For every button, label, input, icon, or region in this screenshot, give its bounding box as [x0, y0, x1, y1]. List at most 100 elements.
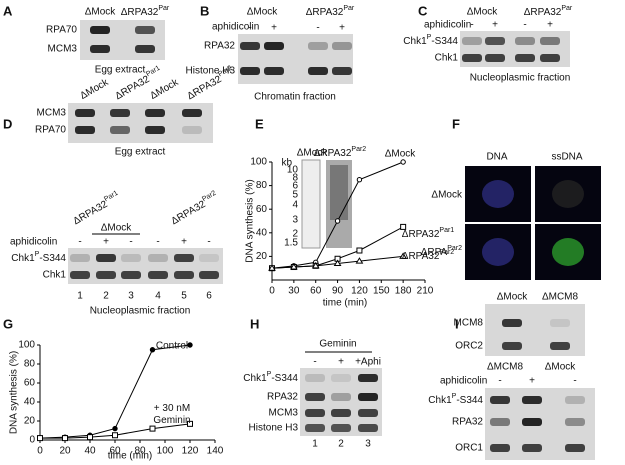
label-part: P	[267, 371, 272, 378]
label-part: P	[452, 393, 457, 400]
row-label: Chk1	[43, 270, 67, 281]
row-label: ΔMock	[431, 190, 463, 201]
band	[490, 396, 510, 404]
row-label: RPA70	[46, 25, 77, 36]
series-label: Control	[156, 341, 188, 352]
band	[331, 424, 351, 432]
band	[145, 109, 165, 117]
band	[502, 319, 522, 327]
marker	[289, 263, 298, 270]
band	[305, 409, 325, 417]
lane-number: 2	[338, 439, 344, 450]
panel-letter: D	[3, 116, 12, 131]
marker	[334, 218, 341, 224]
band	[358, 393, 378, 401]
column-label: ΔMock	[148, 77, 181, 102]
band	[515, 37, 535, 45]
band	[135, 45, 155, 53]
row-label: Chk1P-S344	[11, 251, 66, 264]
lane-number: 1	[77, 291, 83, 302]
series-label: + 30 nM Geminin	[153, 403, 190, 426]
sign: -	[573, 376, 576, 387]
x-tick-label: 180	[395, 286, 412, 297]
band	[264, 67, 284, 75]
band	[70, 254, 90, 262]
row-label: RPA32	[452, 417, 483, 428]
gel-marker: 10	[287, 165, 299, 176]
y-tick-label: 20	[24, 416, 36, 427]
band	[264, 42, 284, 50]
y-tick-label: 0	[29, 435, 35, 446]
y-tick-label: 60	[24, 378, 36, 389]
y-tick-label: 40	[256, 227, 268, 238]
gel-smear	[330, 165, 348, 220]
label-part: ΔRPA32	[169, 198, 207, 227]
sign: -	[523, 20, 526, 31]
label-part: ΔRPA32	[314, 148, 352, 159]
band	[540, 54, 560, 62]
treatment-label: aphidicolin	[212, 22, 259, 33]
band	[462, 54, 482, 62]
gel-marker: 1.5	[284, 238, 298, 249]
lane-number: 1	[312, 439, 318, 450]
panel-letter: E	[255, 116, 264, 131]
panel-letter: I	[455, 316, 459, 331]
sign: +	[103, 237, 109, 248]
sign: -	[470, 20, 473, 31]
band	[70, 271, 90, 279]
label-part: ΔRPA32	[402, 251, 440, 262]
band	[522, 444, 542, 452]
row-label: MCM3	[37, 108, 67, 119]
label-part: P	[35, 251, 40, 258]
x-tick-label: 100	[157, 446, 174, 457]
marker	[87, 434, 93, 441]
label-part: Chk1	[11, 253, 35, 264]
x-axis-label: time (min)	[323, 298, 367, 309]
sign: +	[529, 376, 535, 387]
caption: Nucleoplasmic fraction	[470, 73, 571, 84]
label-part: Par	[343, 5, 355, 12]
marker	[400, 223, 407, 230]
y-axis-label: DNA synthesis (%)	[9, 351, 20, 434]
label-part: P	[427, 34, 432, 41]
sign: +	[339, 23, 345, 34]
marker	[149, 347, 156, 353]
marker	[187, 342, 193, 348]
band	[96, 254, 116, 262]
y-tick-label: 100	[18, 340, 35, 351]
column-label: ΔRPA32Par	[524, 5, 573, 18]
x-tick-label: 210	[417, 286, 434, 297]
column-label: ΔMock	[78, 77, 111, 102]
marker	[149, 425, 156, 432]
x-tick-label: 140	[207, 446, 224, 457]
row-label: ORC2	[455, 341, 483, 352]
label-part: Par	[158, 5, 170, 12]
row-label: Histone H3	[249, 423, 299, 434]
band	[358, 424, 378, 432]
x-tick-label: 120	[351, 286, 368, 297]
band	[75, 109, 95, 117]
lane-number: 2	[103, 291, 109, 302]
column-label: ΔMock	[297, 148, 329, 159]
column-label: ssDNA	[551, 152, 582, 163]
panel-letter: G	[3, 316, 13, 331]
band	[485, 37, 505, 45]
marker	[187, 420, 193, 427]
label-part: ΔRPA32	[306, 7, 344, 18]
label-part: ΔRPA32	[185, 73, 223, 102]
marker	[112, 425, 118, 432]
marker	[355, 257, 364, 264]
column-label: ΔMCM8	[487, 362, 524, 373]
gel-marker: 4	[292, 200, 298, 211]
y-tick-label: 20	[256, 251, 268, 262]
column-label: ΔRPA32Par2	[168, 190, 220, 227]
column-label: ΔRPA32Par1	[70, 190, 122, 227]
row-label: ΔRPAPar2	[421, 245, 462, 258]
unit-label: kb	[281, 158, 292, 169]
sign: -	[207, 237, 210, 248]
label-part: -S344	[456, 395, 483, 406]
x-tick-label: 0	[37, 446, 43, 457]
y-axis-label: DNA synthesis (%)	[245, 179, 256, 262]
column-label: ΔMock	[467, 7, 499, 18]
